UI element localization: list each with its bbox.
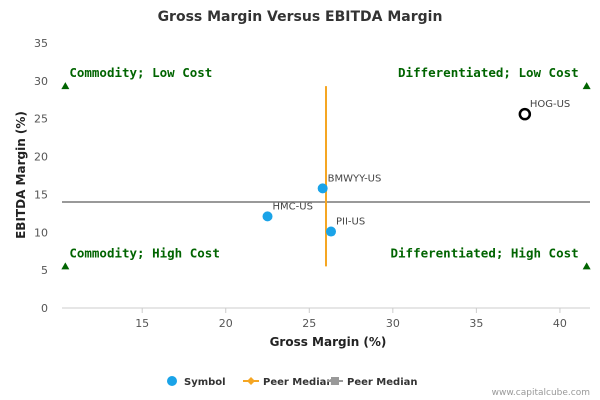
x-tick-label: 30 [386, 317, 400, 330]
y-tick-label: 20 [34, 151, 48, 164]
y-tick-label: 25 [34, 113, 48, 126]
legend-item-label: Peer Median [263, 377, 334, 388]
quadrant-label-bottom-right: Differentiated; High Cost [391, 245, 579, 260]
quadrant-label-top-right: Differentiated; Low Cost [398, 65, 579, 80]
credit-text: www.capitalcube.com [492, 388, 590, 398]
legend-item-label: Symbol [184, 377, 226, 388]
quadrant-label-bottom-left: Commodity; High Cost [69, 245, 220, 260]
chart-title: Gross Margin Versus EBITDA Margin [158, 9, 443, 25]
y-axis-label: EBITDA Margin (%) [14, 111, 28, 239]
legend: Symbol Peer Median Peer Median [167, 376, 418, 388]
x-axis-label: Gross Margin (%) [270, 335, 387, 349]
data-point-hog-us [518, 107, 532, 121]
quadrant-marker-bottom-right [582, 262, 591, 270]
legend-item-label: Peer Median [347, 377, 418, 388]
y-tick-label: 15 [34, 188, 48, 201]
data-point-bmwyy-us [317, 183, 328, 194]
y-tick-label: 0 [41, 302, 48, 315]
y-axis: 0 5 10 15 20 25 30 35 [34, 37, 48, 315]
data-label-hmc-us: HMC-US [273, 201, 313, 212]
y-tick-label: 35 [34, 37, 48, 50]
quadrant-marker-bottom-left [61, 262, 70, 270]
quadrant-labels: Commodity; Low Cost Differentiated; Low C… [61, 65, 591, 270]
y-tick-label: 30 [34, 75, 48, 88]
quadrant-marker-top-right [582, 82, 591, 90]
quadrant-label-top-left: Commodity; Low Cost [69, 65, 212, 80]
data-label-hog-us: HOG-US [530, 99, 570, 110]
x-axis: 15 20 25 30 35 40 [135, 308, 567, 330]
data-point-hmc-us [262, 211, 273, 222]
legend-square-icon [331, 377, 339, 385]
x-tick-label: 40 [553, 317, 567, 330]
data-points: BMWYY-US HMC-US PII-US HOG-US [262, 99, 570, 237]
x-tick-label: 15 [135, 317, 149, 330]
data-label-bmwyy-us: BMWYY-US [328, 173, 382, 184]
y-tick-label: 10 [34, 226, 48, 239]
peer-median-lines [62, 86, 590, 267]
x-tick-label: 20 [219, 317, 233, 330]
legend-symbol-icon [167, 376, 177, 386]
data-label-pii-us: PII-US [336, 217, 365, 228]
x-tick-label: 35 [469, 317, 483, 330]
data-point-pii-us [326, 226, 337, 237]
legend-diamond-icon [247, 377, 255, 385]
quadrant-marker-top-left [61, 82, 70, 90]
x-tick-label: 25 [302, 317, 316, 330]
y-tick-label: 5 [41, 264, 48, 277]
